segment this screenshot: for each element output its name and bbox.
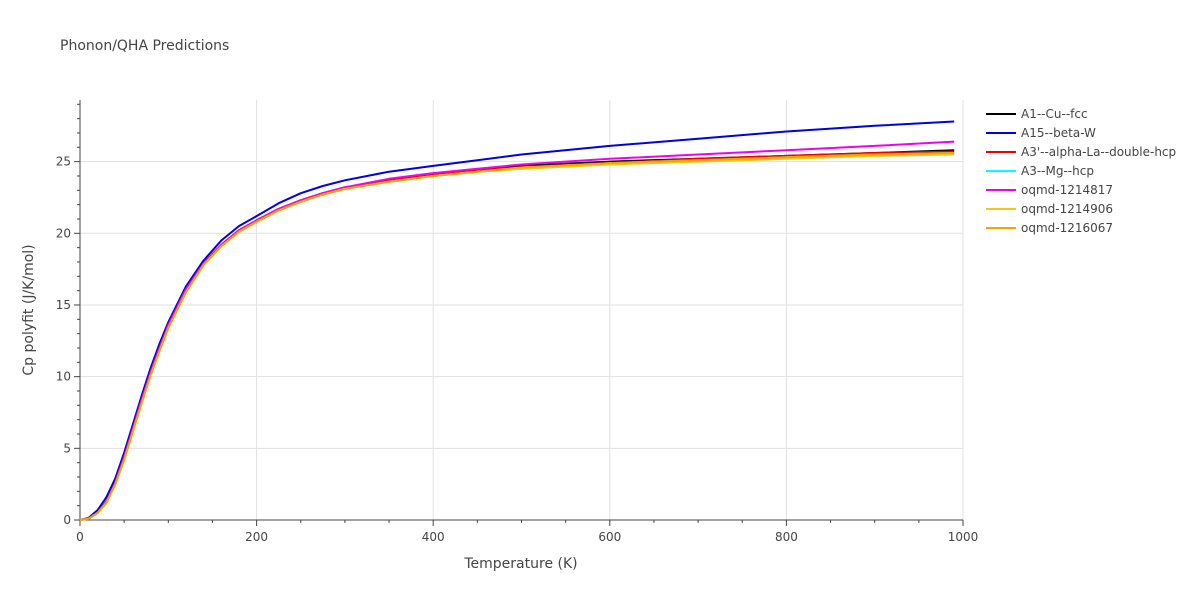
legend-item-label: oqmd-1214906 xyxy=(1021,202,1113,216)
series-line-6 xyxy=(79,153,955,521)
y-tick-label: 10 xyxy=(56,370,71,384)
legend-item-label: A3--Mg--hcp xyxy=(1021,164,1094,178)
legend-item-label: A3'--alpha-La--double-hcp xyxy=(1021,145,1176,159)
x-tick-label: 1000 xyxy=(948,530,979,544)
y-axis-title: Cp polyfit (J/K/mol) xyxy=(21,244,37,375)
legend-item-label: oqmd-1216067 xyxy=(1021,221,1113,235)
y-tick-label: 5 xyxy=(63,441,71,455)
series-line-5 xyxy=(79,140,955,521)
series-line-4 xyxy=(79,152,955,521)
y-tick-label: 0 xyxy=(63,513,71,527)
series-lines xyxy=(79,120,955,521)
y-tick-label: 20 xyxy=(56,226,71,240)
series-line-1 xyxy=(79,149,955,521)
chart-title: Phonon/QHA Predictions xyxy=(60,38,229,54)
legend-item-label: oqmd-1214817 xyxy=(1021,183,1113,197)
x-tick-label: 800 xyxy=(775,530,798,544)
series-line-3 xyxy=(79,150,955,521)
grid xyxy=(80,100,964,520)
x-tick-label: 200 xyxy=(245,530,268,544)
series-line-7 xyxy=(79,152,955,521)
axes: 0 200 400 600 800 1000 0 5 10 15 20 25 xyxy=(56,100,979,544)
x-axis-title: Temperature (K) xyxy=(463,556,577,572)
x-tick-label: 0 xyxy=(76,530,84,544)
series-line-2 xyxy=(79,120,955,521)
legend: A1--Cu--fcc A15--beta-W A3'--alpha-La--dou… xyxy=(986,107,1176,235)
y-tick-label: 15 xyxy=(56,298,71,312)
legend-item-label: A1--Cu--fcc xyxy=(1021,107,1088,121)
x-tick-label: 400 xyxy=(422,530,445,544)
legend-item-label: A15--beta-W xyxy=(1021,126,1096,140)
y-tick-label: 25 xyxy=(56,155,71,169)
x-tick-label: 600 xyxy=(598,530,621,544)
